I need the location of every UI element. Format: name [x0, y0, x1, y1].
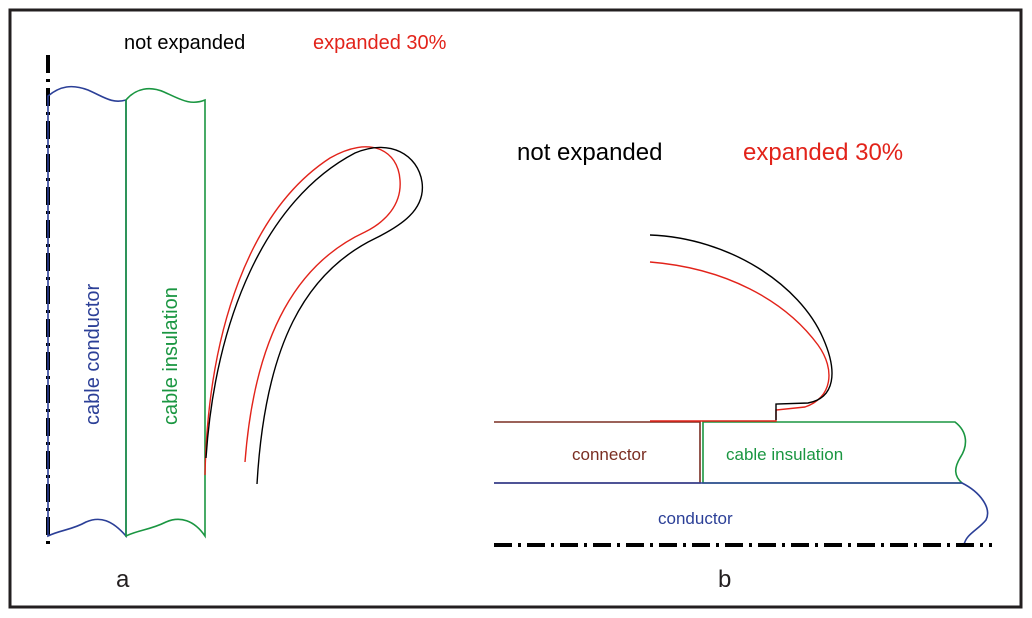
panel-b: not expanded expanded 30% connector cabl…	[494, 139, 992, 593]
panel-a: not expanded expanded 30% cable conducto…	[46, 32, 447, 593]
deflector-expanded-b	[649, 261, 830, 422]
conductor-outline-b	[494, 482, 989, 546]
legend-expanded-b: expanded 30%	[743, 139, 903, 166]
legend-not-expanded-a: not expanded	[124, 32, 245, 54]
connector-label: connector	[572, 445, 647, 464]
panel-letter-b: b	[718, 566, 731, 593]
cable-insulation-label: cable insulation	[160, 287, 182, 425]
cable-insulation-label-b: cable insulation	[726, 445, 843, 464]
deflector-not-expanded-b	[649, 234, 833, 420]
deflector-expanded-a	[204, 146, 401, 476]
cable-conductor-label: cable conductor	[82, 283, 104, 425]
panel-letter-a: a	[116, 566, 130, 593]
conductor-label-b: conductor	[658, 509, 733, 528]
legend-expanded-a: expanded 30%	[313, 32, 447, 54]
figure-frame	[8, 8, 1023, 609]
cable-insulation-outline	[125, 87, 206, 539]
deflector-not-expanded-a	[205, 146, 424, 485]
legend-not-expanded-b: not expanded	[517, 139, 662, 166]
cable-insulation-outline-b	[702, 421, 967, 484]
